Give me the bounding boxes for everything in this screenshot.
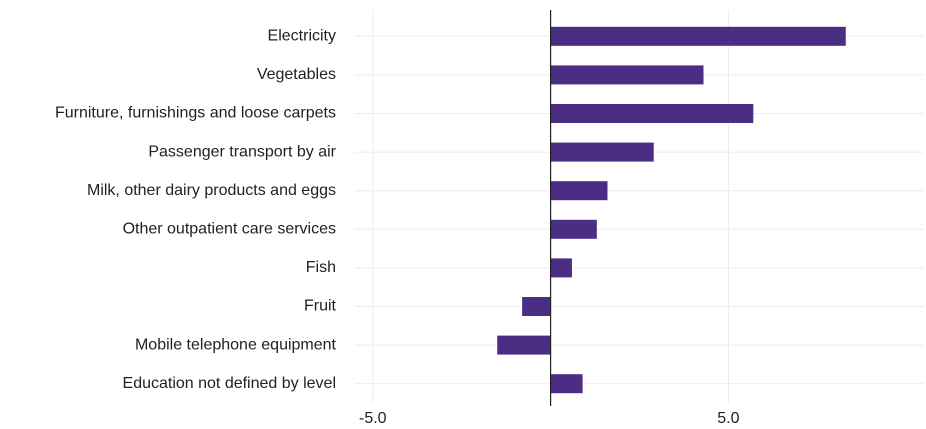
y-tick-label: Fruit xyxy=(304,298,337,315)
y-tick-label: Fish xyxy=(306,259,336,276)
y-tick-label: Passenger transport by air xyxy=(148,143,336,160)
bar xyxy=(522,297,551,316)
bar xyxy=(550,26,846,46)
y-tick-label: Other outpatient care services xyxy=(123,221,336,238)
bar xyxy=(550,181,608,201)
bar xyxy=(497,335,551,355)
y-tick-label: Electricity xyxy=(268,28,336,45)
bar xyxy=(550,258,572,278)
y-tick-label: Milk, other dairy products and eggs xyxy=(87,182,336,199)
y-tick-label: Education not defined by level xyxy=(123,375,336,392)
y-tick-label: Furniture, furnishings and loose carpets xyxy=(55,105,336,122)
bar xyxy=(550,104,754,123)
y-tick-label: Vegetables xyxy=(257,66,336,83)
y-tick-label: Mobile telephone equipment xyxy=(135,336,337,353)
bar xyxy=(550,374,583,394)
bar xyxy=(550,65,704,85)
bar xyxy=(550,219,597,239)
x-tick-label: 5.0 xyxy=(717,410,739,427)
x-tick-label: -5.0 xyxy=(359,410,387,427)
bar xyxy=(550,142,654,162)
